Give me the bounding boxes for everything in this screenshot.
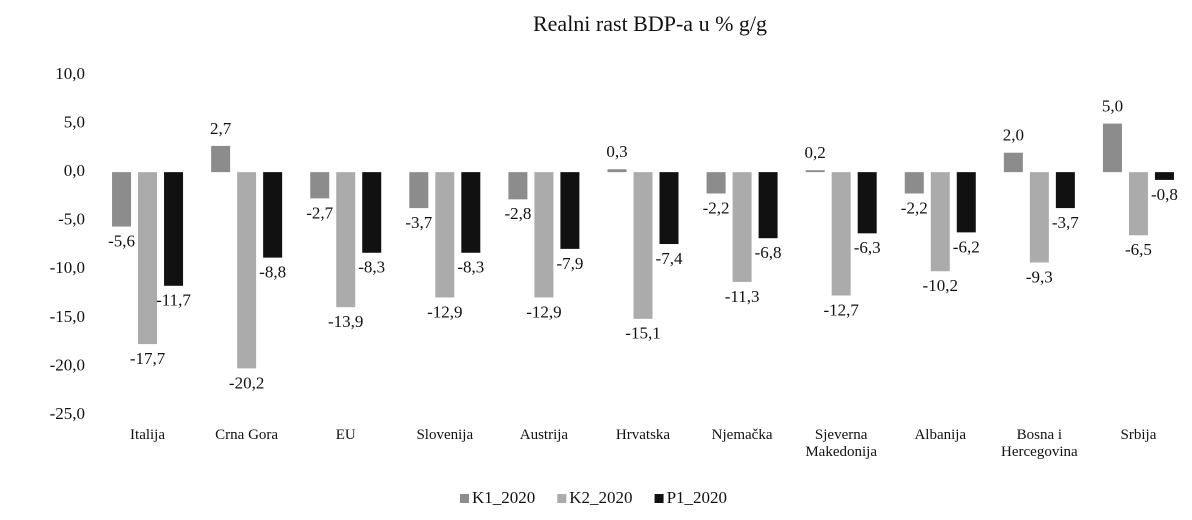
value-label: -8,3 bbox=[358, 258, 385, 277]
y-tick-label: -10,0 bbox=[50, 258, 85, 277]
x-tick-label: Srbija bbox=[1120, 427, 1157, 443]
y-tick-label: 5,0 bbox=[64, 112, 85, 131]
bar bbox=[607, 169, 627, 173]
value-label: -12,9 bbox=[427, 302, 462, 321]
bar bbox=[435, 172, 455, 298]
x-tick-label: Crna Gora bbox=[215, 427, 279, 443]
legend-swatch bbox=[460, 494, 469, 503]
bar bbox=[461, 172, 481, 253]
bar bbox=[904, 172, 924, 194]
value-label: -11,7 bbox=[156, 291, 191, 310]
x-tick-label: Italija bbox=[130, 427, 166, 443]
value-label: -6,8 bbox=[755, 243, 782, 262]
value-label: 5,0 bbox=[1102, 96, 1123, 115]
bar bbox=[310, 172, 330, 199]
y-tick-label: -5,0 bbox=[58, 210, 85, 229]
bar bbox=[164, 172, 184, 286]
bar bbox=[956, 172, 976, 233]
bar bbox=[857, 172, 877, 234]
value-label: -12,9 bbox=[526, 302, 561, 321]
value-label: -12,7 bbox=[823, 300, 859, 319]
bar bbox=[112, 172, 132, 227]
bar bbox=[263, 172, 283, 258]
value-label: -0,8 bbox=[1151, 185, 1178, 204]
bar bbox=[805, 170, 825, 173]
x-tick-label: Slovenija bbox=[416, 427, 474, 443]
bar bbox=[362, 172, 382, 253]
value-label: -15,1 bbox=[625, 324, 660, 343]
bar bbox=[1029, 172, 1049, 263]
value-label: -9,3 bbox=[1026, 267, 1053, 286]
legend-label: P1_2020 bbox=[667, 488, 727, 507]
y-tick-label: 0,0 bbox=[64, 161, 85, 180]
bar bbox=[211, 145, 231, 173]
bar bbox=[1154, 172, 1174, 180]
bar bbox=[560, 172, 580, 249]
x-tick-label: Albanija bbox=[914, 427, 967, 443]
bar bbox=[1003, 152, 1023, 173]
chart-title: Realni rast BDP-a u % g/g bbox=[533, 11, 767, 36]
legend-swatch bbox=[557, 494, 567, 503]
x-tick-label: Sjeverna Makedonija bbox=[805, 427, 877, 460]
bar bbox=[138, 172, 158, 345]
y-tick-label: -25,0 bbox=[50, 404, 85, 423]
value-label: 0,3 bbox=[606, 142, 627, 161]
legend-swatch bbox=[654, 494, 664, 503]
value-label: -20,2 bbox=[229, 373, 264, 392]
bar bbox=[706, 172, 726, 194]
value-label: -2,2 bbox=[901, 198, 928, 217]
x-tick-label: Austrija bbox=[519, 427, 569, 443]
legend-label: K1_2020 bbox=[472, 488, 535, 507]
value-label: -8,3 bbox=[457, 258, 484, 277]
value-label: -2,2 bbox=[703, 198, 730, 217]
value-label: -10,2 bbox=[923, 276, 958, 295]
x-tick-label: Bosna i Hercegovina bbox=[1001, 427, 1078, 460]
bar bbox=[1128, 172, 1148, 236]
x-tick-label: Hrvatska bbox=[615, 427, 671, 443]
bar bbox=[1055, 172, 1075, 209]
value-label: 2,0 bbox=[1003, 126, 1024, 145]
value-label: -3,7 bbox=[405, 213, 432, 232]
bar bbox=[1102, 123, 1122, 173]
value-label: -3,7 bbox=[1052, 213, 1079, 232]
bar bbox=[237, 172, 257, 369]
value-label: -6,3 bbox=[854, 238, 881, 257]
value-label: -2,8 bbox=[504, 204, 531, 223]
bar bbox=[409, 172, 429, 209]
x-tick-label: Njemačka bbox=[711, 427, 773, 443]
value-label: -2,7 bbox=[306, 203, 333, 222]
bar bbox=[508, 172, 528, 200]
value-label: -7,9 bbox=[556, 254, 583, 273]
bar bbox=[336, 172, 356, 308]
value-label: -7,4 bbox=[656, 249, 683, 268]
value-label: -11,3 bbox=[725, 287, 760, 306]
value-label: -6,2 bbox=[953, 237, 980, 256]
bar bbox=[732, 172, 752, 282]
value-label: -17,7 bbox=[130, 349, 166, 368]
value-label: -5,6 bbox=[108, 231, 135, 250]
value-label: -6,5 bbox=[1125, 240, 1152, 259]
value-label: -13,9 bbox=[328, 312, 363, 331]
bar bbox=[758, 172, 778, 239]
bar bbox=[534, 172, 554, 298]
y-tick-label: -20,0 bbox=[50, 355, 85, 374]
bar bbox=[659, 172, 679, 245]
bar bbox=[930, 172, 950, 272]
y-tick-label: -15,0 bbox=[50, 307, 85, 326]
value-label: 2,7 bbox=[210, 119, 232, 138]
value-label: 0,2 bbox=[805, 143, 826, 162]
bar bbox=[633, 172, 653, 319]
x-tick-label: EU bbox=[335, 427, 356, 443]
y-tick-label: 10,0 bbox=[55, 64, 85, 83]
legend-label: K2_2020 bbox=[569, 488, 632, 507]
bar bbox=[831, 172, 851, 296]
value-label: -8,8 bbox=[259, 263, 286, 282]
